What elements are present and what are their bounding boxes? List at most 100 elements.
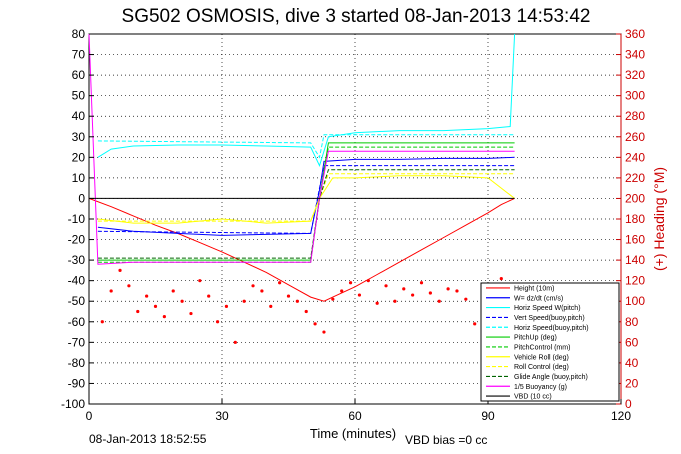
heading-point [100, 320, 104, 324]
heading-point [198, 279, 202, 283]
heading-point [313, 322, 317, 326]
heading-point [322, 330, 326, 334]
y2-tick-label: 300 [625, 89, 645, 103]
y-tick-label: -20 [68, 233, 86, 247]
legend-entry: PitchControl (mm) [514, 344, 570, 351]
legend-box [480, 282, 620, 402]
heading-point [428, 291, 432, 295]
heading-point [251, 284, 255, 288]
y-tick-label: -100 [61, 397, 85, 411]
footer-timestamp: 08-Jan-2013 18:52:55 [89, 432, 207, 446]
series-1-5-buoyancy-g [88, 33, 515, 265]
legend-entry: Horiz Speed W(pitch) [514, 305, 581, 312]
y-tick-label: 70 [72, 48, 86, 62]
y2-tick-label: 340 [625, 48, 645, 62]
heading-point [153, 304, 158, 308]
y2-tick-label: 40 [625, 356, 639, 370]
y-tick-label: -80 [68, 356, 86, 370]
heading-point [393, 299, 397, 303]
legend-entry: PitchUp (deg) [514, 335, 557, 342]
heading-point [419, 281, 424, 285]
y2-tick-label: 180 [625, 212, 645, 226]
y2-tick-label: 360 [625, 27, 645, 41]
x-tick-label: 0 [86, 409, 93, 423]
chart-title: SG502 OSMOSIS, dive 3 started 08-Jan-201… [122, 6, 591, 27]
heading-point [109, 289, 113, 293]
series-layer [88, 33, 516, 344]
heading-point [375, 301, 379, 305]
x-axis-label: Time (minutes) [310, 426, 396, 441]
heading-point [446, 287, 450, 291]
y-tick-label: 40 [72, 109, 86, 123]
y2-tick-label: 220 [625, 171, 645, 185]
y2-tick-label: 320 [625, 68, 645, 82]
heading-point [331, 297, 335, 301]
heading-point [136, 309, 140, 314]
heading-point [402, 287, 406, 291]
y2-tick-label: 260 [625, 130, 645, 144]
y2-tick-label: 60 [625, 335, 639, 349]
y-tick-label: 80 [72, 27, 86, 41]
heading-point [127, 284, 131, 288]
heading-point [242, 299, 246, 303]
heading-point [233, 340, 237, 344]
series-w-dz-dt-cm-s [97, 156, 515, 236]
heading-point [473, 322, 477, 326]
heading-point [295, 299, 299, 303]
legend: Height (10m) W= dz/dt (cm/s) Horiz Speed W… [480, 282, 620, 402]
y2-tick-label: 240 [625, 150, 645, 164]
y2-tick-label: 20 [625, 376, 639, 390]
heading-point [348, 281, 353, 285]
heading-point [278, 281, 282, 285]
y2-axis-label: (+) Heading (°M) [651, 167, 667, 271]
y-tick-label: -50 [68, 294, 86, 308]
footer-vbd-bias: VBD bias =0 cc [405, 433, 487, 447]
x-tick-label: 60 [348, 409, 362, 423]
heading-point [269, 304, 273, 308]
heading-point [340, 289, 344, 293]
y2-tick-label: 120 [625, 274, 645, 288]
heading-point [304, 309, 308, 314]
heading-point [145, 294, 149, 298]
legend-entry: Roll Control (deg) [514, 364, 569, 371]
heading-point [357, 293, 362, 297]
y2-tick-label: 80 [625, 315, 639, 329]
y-tick-label: -60 [68, 315, 86, 329]
y-tick-label: 60 [72, 68, 86, 82]
y2-tick-label: 140 [625, 253, 645, 267]
y2-tick-label: 280 [625, 109, 645, 123]
heading-point [499, 277, 503, 281]
y-axis-left: 80 70 60 50 40 30 20 10 0 -10 -20 -30 -40 -50 -60 -70 -8… [61, 27, 94, 411]
y-tick-label: 10 [72, 171, 86, 185]
legend-entry: 1/5 Buoyancy (g) [514, 384, 567, 391]
x-tick-label: 30 [215, 409, 229, 423]
heading-point [215, 320, 220, 324]
heading-point [366, 279, 370, 283]
y-tick-label: -30 [68, 253, 86, 267]
y-tick-label: 30 [72, 130, 86, 144]
y2-tick-label: 0 [625, 397, 632, 411]
series-horiz-speed-buoy-pitch [97, 134, 515, 159]
heading-point [180, 299, 184, 303]
y-tick-label: 50 [72, 89, 86, 103]
heading-point [286, 294, 291, 298]
y2-tick-label: 100 [625, 294, 645, 308]
legend-entry: Height (10m) [514, 285, 554, 292]
series-height-10m [88, 197, 515, 302]
legend-entry: VBD (10 cc) [514, 394, 552, 401]
legend-entry: Vert Speed(buoy,pitch) [514, 315, 585, 322]
y-axis-right: 3603403203002802602402202001801601401201… [616, 27, 645, 411]
heading-point [437, 299, 441, 303]
heading-point [384, 284, 388, 288]
heading-point [189, 311, 193, 316]
y2-tick-label: 200 [625, 191, 645, 205]
y2-tick-label: 160 [625, 233, 645, 247]
y-tick-label: -70 [68, 335, 86, 349]
heading-point [464, 297, 468, 301]
heading-point [162, 315, 166, 319]
heading-point [260, 289, 264, 293]
y-tick-label: -10 [68, 212, 86, 226]
y-tick-label: 20 [72, 150, 86, 164]
heading-point [207, 294, 211, 298]
